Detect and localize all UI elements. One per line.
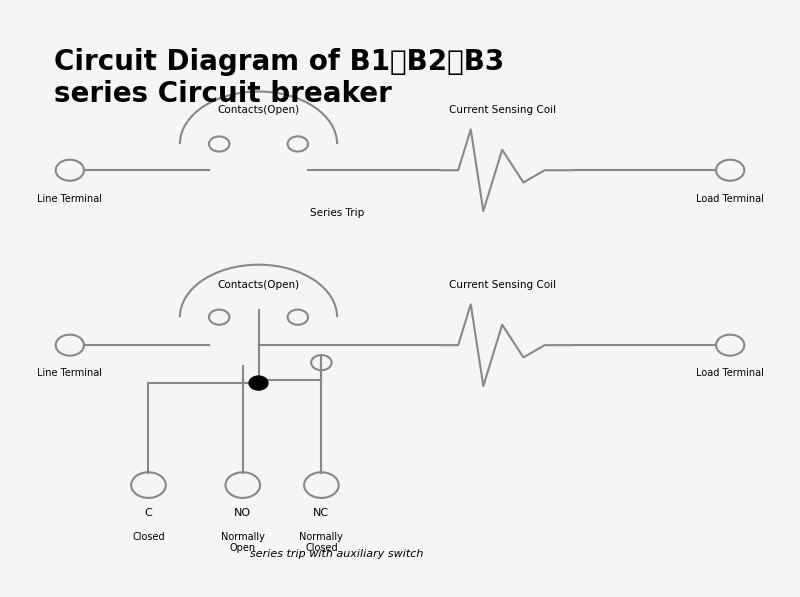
Text: Series Trip: Series Trip [310, 208, 364, 218]
Text: C: C [145, 509, 152, 518]
Text: Current Sensing Coil: Current Sensing Coil [449, 105, 556, 115]
Text: series trip with auxiliary switch: series trip with auxiliary switch [250, 549, 424, 559]
Text: Circuit Diagram of B1、B2、B3
series Circuit breaker: Circuit Diagram of B1、B2、B3 series Circu… [54, 48, 504, 108]
Text: Contacts(Open): Contacts(Open) [218, 105, 299, 115]
Text: NO: NO [234, 509, 251, 518]
Text: Normally
Open: Normally Open [221, 532, 265, 553]
Text: Normally
Closed: Normally Closed [299, 532, 343, 553]
Text: Load Terminal: Load Terminal [696, 368, 764, 378]
Text: NC: NC [314, 509, 330, 518]
Text: Line Terminal: Line Terminal [38, 368, 102, 378]
Text: Line Terminal: Line Terminal [38, 193, 102, 204]
Circle shape [249, 376, 268, 390]
Text: Load Terminal: Load Terminal [696, 193, 764, 204]
Text: Contacts(Open): Contacts(Open) [218, 280, 299, 290]
Text: Current Sensing Coil: Current Sensing Coil [449, 280, 556, 290]
Text: Closed: Closed [132, 532, 165, 541]
